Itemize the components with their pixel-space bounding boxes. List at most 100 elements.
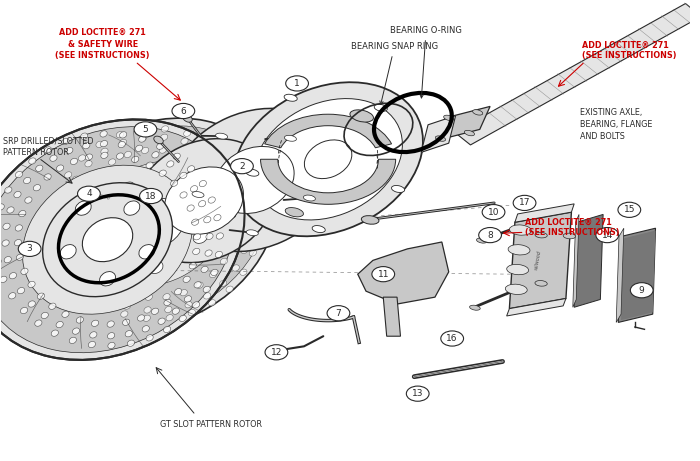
- Ellipse shape: [77, 198, 84, 204]
- Ellipse shape: [374, 104, 387, 112]
- Ellipse shape: [189, 263, 197, 269]
- Ellipse shape: [146, 335, 153, 341]
- Ellipse shape: [350, 110, 374, 122]
- Ellipse shape: [60, 245, 76, 259]
- Ellipse shape: [164, 326, 171, 332]
- Ellipse shape: [8, 293, 16, 299]
- Ellipse shape: [193, 231, 208, 243]
- Ellipse shape: [28, 281, 35, 288]
- Polygon shape: [383, 297, 400, 336]
- Ellipse shape: [154, 136, 163, 144]
- Ellipse shape: [204, 293, 211, 299]
- Ellipse shape: [37, 293, 45, 299]
- Ellipse shape: [127, 340, 134, 346]
- Ellipse shape: [121, 182, 135, 195]
- Ellipse shape: [228, 243, 234, 249]
- Ellipse shape: [535, 232, 547, 238]
- Circle shape: [18, 241, 41, 256]
- Ellipse shape: [193, 248, 200, 254]
- Polygon shape: [515, 204, 574, 222]
- Ellipse shape: [169, 108, 340, 252]
- Circle shape: [78, 186, 100, 201]
- Ellipse shape: [55, 191, 62, 197]
- Ellipse shape: [62, 311, 69, 317]
- Ellipse shape: [564, 233, 575, 239]
- Ellipse shape: [92, 320, 99, 326]
- Ellipse shape: [125, 331, 132, 337]
- Ellipse shape: [254, 229, 261, 235]
- Ellipse shape: [15, 171, 22, 177]
- Ellipse shape: [86, 261, 93, 267]
- Ellipse shape: [172, 308, 179, 314]
- Ellipse shape: [204, 139, 211, 145]
- Ellipse shape: [507, 265, 528, 275]
- Ellipse shape: [166, 314, 173, 321]
- Ellipse shape: [180, 192, 187, 198]
- Ellipse shape: [209, 300, 216, 306]
- Ellipse shape: [473, 110, 483, 115]
- Ellipse shape: [171, 180, 178, 186]
- Ellipse shape: [192, 219, 199, 225]
- Ellipse shape: [21, 268, 28, 274]
- Ellipse shape: [85, 160, 92, 167]
- Ellipse shape: [104, 295, 112, 301]
- Ellipse shape: [215, 251, 223, 258]
- Polygon shape: [618, 228, 655, 322]
- Ellipse shape: [218, 180, 225, 186]
- Ellipse shape: [144, 307, 151, 313]
- Ellipse shape: [185, 301, 193, 308]
- Ellipse shape: [14, 191, 21, 198]
- Ellipse shape: [304, 140, 352, 178]
- Ellipse shape: [173, 153, 181, 160]
- Text: 9: 9: [639, 286, 645, 295]
- Ellipse shape: [50, 212, 58, 219]
- Ellipse shape: [99, 272, 116, 286]
- Ellipse shape: [67, 273, 74, 279]
- Ellipse shape: [176, 150, 184, 157]
- Ellipse shape: [470, 305, 480, 310]
- Ellipse shape: [84, 183, 91, 189]
- Ellipse shape: [5, 187, 12, 193]
- Ellipse shape: [232, 265, 239, 271]
- Ellipse shape: [125, 151, 132, 158]
- Ellipse shape: [44, 174, 51, 180]
- Text: GT SLOT PATTERN ROTOR: GT SLOT PATTERN ROTOR: [160, 420, 262, 429]
- Ellipse shape: [141, 148, 148, 154]
- Ellipse shape: [36, 165, 43, 171]
- Polygon shape: [421, 116, 456, 153]
- Ellipse shape: [76, 317, 83, 323]
- Ellipse shape: [2, 240, 9, 246]
- Ellipse shape: [74, 214, 80, 220]
- Ellipse shape: [176, 182, 190, 195]
- Text: 7: 7: [335, 309, 342, 318]
- Ellipse shape: [246, 230, 258, 236]
- Ellipse shape: [25, 197, 32, 203]
- Text: 5: 5: [143, 125, 148, 134]
- Ellipse shape: [207, 167, 214, 173]
- Ellipse shape: [505, 284, 527, 295]
- Text: wilwood: wilwood: [90, 190, 111, 201]
- Ellipse shape: [132, 156, 139, 163]
- Ellipse shape: [71, 158, 78, 165]
- Text: 6: 6: [181, 106, 186, 116]
- Ellipse shape: [3, 223, 10, 230]
- Ellipse shape: [35, 118, 276, 329]
- Ellipse shape: [160, 134, 168, 141]
- Ellipse shape: [57, 254, 64, 260]
- Ellipse shape: [157, 143, 164, 149]
- Ellipse shape: [184, 296, 192, 302]
- Ellipse shape: [142, 325, 149, 332]
- Ellipse shape: [223, 152, 230, 158]
- Ellipse shape: [216, 233, 223, 239]
- Ellipse shape: [123, 303, 131, 309]
- Circle shape: [441, 331, 463, 346]
- Ellipse shape: [391, 185, 405, 193]
- Ellipse shape: [0, 119, 244, 360]
- Circle shape: [327, 306, 350, 321]
- Ellipse shape: [96, 141, 103, 148]
- Text: 17: 17: [519, 198, 531, 207]
- Ellipse shape: [188, 165, 195, 172]
- Ellipse shape: [284, 94, 298, 101]
- Ellipse shape: [508, 245, 530, 255]
- Ellipse shape: [88, 283, 95, 290]
